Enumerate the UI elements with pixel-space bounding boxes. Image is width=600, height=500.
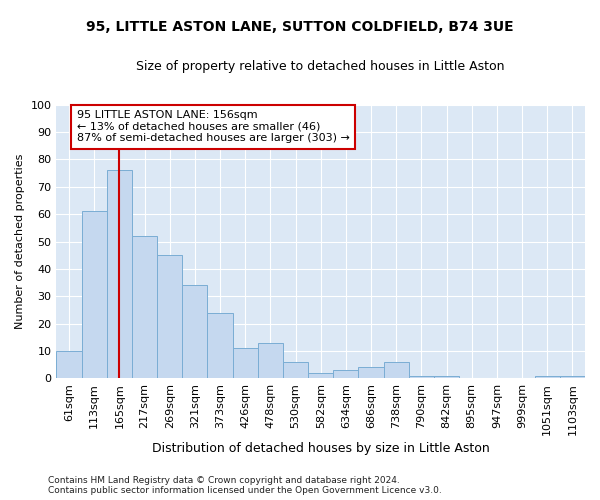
Text: 95, LITTLE ASTON LANE, SUTTON COLDFIELD, B74 3UE: 95, LITTLE ASTON LANE, SUTTON COLDFIELD,… — [86, 20, 514, 34]
Bar — [283, 362, 308, 378]
Bar — [56, 351, 82, 378]
Bar — [208, 313, 233, 378]
Bar — [82, 212, 107, 378]
Text: 95 LITTLE ASTON LANE: 156sqm
← 13% of detached houses are smaller (46)
87% of se: 95 LITTLE ASTON LANE: 156sqm ← 13% of de… — [77, 110, 349, 144]
Bar — [333, 370, 358, 378]
Bar — [182, 286, 208, 378]
Bar — [132, 236, 157, 378]
Title: Size of property relative to detached houses in Little Aston: Size of property relative to detached ho… — [136, 60, 505, 73]
Bar — [157, 256, 182, 378]
Bar — [434, 376, 459, 378]
Bar — [560, 376, 585, 378]
Y-axis label: Number of detached properties: Number of detached properties — [15, 154, 25, 330]
Bar — [233, 348, 258, 378]
Text: Contains HM Land Registry data © Crown copyright and database right 2024.
Contai: Contains HM Land Registry data © Crown c… — [48, 476, 442, 495]
X-axis label: Distribution of detached houses by size in Little Aston: Distribution of detached houses by size … — [152, 442, 490, 455]
Bar — [409, 376, 434, 378]
Bar — [535, 376, 560, 378]
Bar — [107, 170, 132, 378]
Bar — [383, 362, 409, 378]
Bar — [308, 373, 333, 378]
Bar — [258, 343, 283, 378]
Bar — [358, 368, 383, 378]
